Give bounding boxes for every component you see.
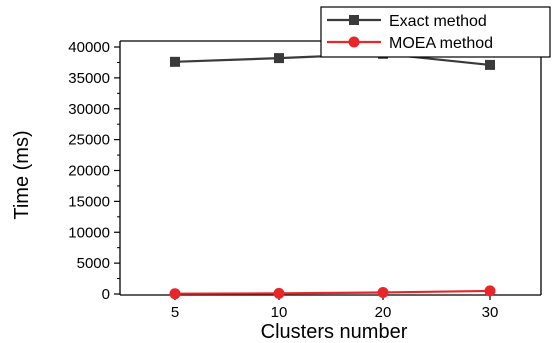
y-tick-label: 35000 — [68, 70, 110, 87]
legend-marker — [348, 36, 360, 48]
y-tick-label: 20000 — [68, 163, 110, 180]
data-point — [170, 56, 180, 67]
axes: 0 5000 10000 15000 20000 25000 30000 35000 40000… — [68, 39, 542, 321]
series-line — [174, 289, 491, 295]
legend-label: Exact method — [389, 13, 487, 30]
y-tick-label: 30000 — [68, 101, 110, 118]
data-point — [377, 286, 389, 298]
y-tick-label: 10000 — [68, 224, 110, 241]
legend: Exact method MOEA method — [320, 6, 551, 58]
x-tick-label: 10 — [271, 304, 288, 321]
x-axis-title: Clusters number — [261, 321, 408, 343]
data-point — [274, 53, 284, 64]
data-point — [169, 288, 181, 300]
y-tick-label: 25000 — [68, 132, 110, 149]
data-point — [485, 59, 495, 70]
y-tick-label: 0 — [102, 286, 110, 303]
y-tick-label: 15000 — [68, 193, 110, 210]
series-layer — [169, 48, 496, 300]
legend-label: MOEA method — [389, 35, 493, 52]
x-tick-label: 30 — [482, 304, 499, 321]
data-point — [273, 287, 285, 299]
y-axis-title: Time (ms) — [11, 130, 33, 219]
data-point — [484, 285, 496, 297]
legend-marker — [349, 15, 359, 25]
legend-box — [320, 6, 551, 58]
series-2 — [169, 285, 496, 300]
y-tick-label: 40000 — [68, 39, 110, 56]
x-tick-label: 5 — [171, 304, 179, 321]
legend-item: MOEA method — [327, 35, 493, 52]
y-tick-label: 5000 — [77, 255, 110, 272]
x-tick-label: 20 — [375, 304, 392, 321]
legend-item: Exact method — [327, 13, 487, 30]
